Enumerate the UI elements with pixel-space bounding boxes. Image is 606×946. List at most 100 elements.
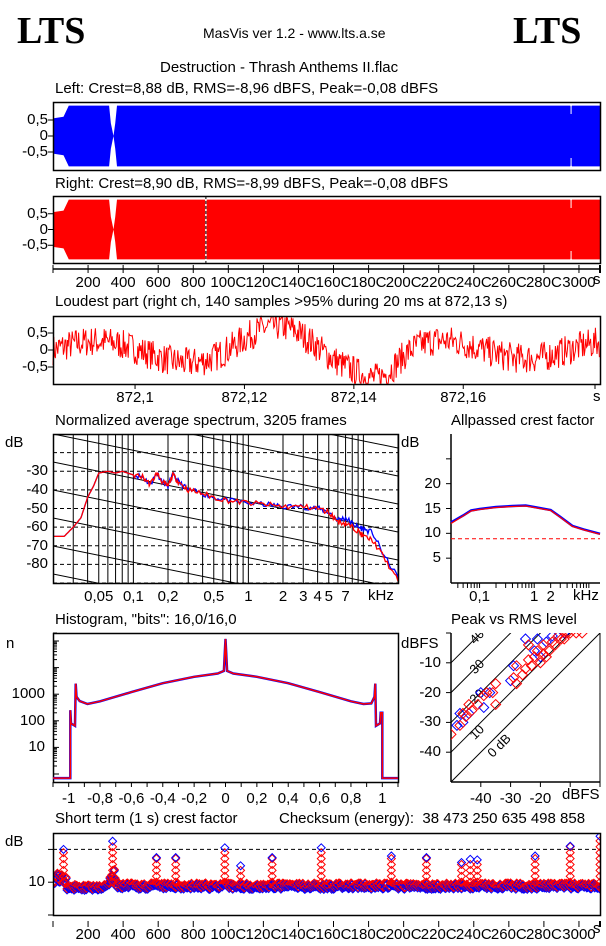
shortterm-xtick-label: 100C xyxy=(210,926,247,943)
short-term-xunit: s xyxy=(593,920,601,937)
spectrum-slope-line xyxy=(53,434,398,505)
shortterm-spike-right xyxy=(316,859,326,870)
shortterm-spike-right xyxy=(235,877,246,887)
shortterm-ytick-label: 10 xyxy=(28,873,45,891)
shortterm-spike-left xyxy=(151,852,162,863)
peakrms-point-right xyxy=(510,678,523,690)
shortterm-xtick-label: 400 xyxy=(110,926,136,943)
shortterm-point-right xyxy=(595,883,600,893)
left-waveform-frame xyxy=(52,101,602,172)
histogram-ytick-label: 100 xyxy=(19,711,45,729)
spectrum-ytick-label: -70 xyxy=(26,536,48,554)
right-waveform-xtick-label: 120C xyxy=(245,274,282,291)
shortterm-spike-left xyxy=(267,852,277,863)
spectrum-xtick-label: 5 xyxy=(324,588,333,605)
shortterm-spike-right xyxy=(386,871,397,881)
shortterm-spike-right xyxy=(595,853,600,864)
shortterm-xtick-label: 3000 xyxy=(562,926,596,943)
peakrms-point-right xyxy=(507,672,520,684)
peakrms-point-right xyxy=(531,645,544,657)
peakrms-point-right xyxy=(537,639,550,651)
shortterm-spike-left xyxy=(465,854,475,864)
histogram-xtick-label: 0,4 xyxy=(277,790,299,807)
spectrum-slope-line xyxy=(53,545,238,583)
peakrms-point-right xyxy=(555,633,567,645)
peakrms-point-right xyxy=(460,710,472,723)
peakrms-point-left xyxy=(546,633,558,642)
shortterm-xtick-label: 140C xyxy=(280,926,317,943)
right-waveform-xtick-label: 140C xyxy=(280,274,317,291)
shortterm-spike-right xyxy=(595,877,600,887)
shortterm-spike-left xyxy=(171,852,181,863)
shortterm-spike-right xyxy=(151,877,162,887)
histogram-xtick-label: -0,4 xyxy=(149,790,176,807)
shortterm-spike-right xyxy=(151,871,162,881)
right-waveform-xtick-label: 3000 xyxy=(562,274,596,291)
shortterm-spike-right xyxy=(565,865,575,876)
shortterm-spike-right xyxy=(472,877,482,887)
shortterm-spike-right xyxy=(267,859,277,870)
shortterm-spike-right xyxy=(386,865,397,876)
peakrms-diagonal-label: 10 xyxy=(466,722,487,743)
shortterm-spike-right xyxy=(220,848,230,858)
peakrms-point-right xyxy=(558,633,570,645)
shortterm-spike-right xyxy=(421,853,432,864)
peakrms-point-right xyxy=(561,633,573,639)
crest-ytick-label: 5 xyxy=(432,549,441,567)
loudest-part-frame xyxy=(52,315,602,386)
shortterm-spike-right xyxy=(386,877,397,887)
peakrms-point-left xyxy=(504,675,517,687)
short-term-crest-title: Short term (1 s) crest factor xyxy=(55,810,238,827)
peakrms-point-right xyxy=(472,698,484,711)
histogram-xtick-label: -0,8 xyxy=(87,790,113,807)
peakrms-point-left xyxy=(558,633,570,639)
peakrms-point-right xyxy=(540,651,553,663)
peakrms-point-right xyxy=(537,648,550,660)
histogram-title: Histogram, "bits": 16,0/16,0 xyxy=(55,611,237,628)
shortterm-spike-right xyxy=(465,877,475,887)
loudest-part-signal xyxy=(52,314,600,384)
histogram-series-right xyxy=(53,638,398,779)
shortterm-spike-right xyxy=(220,865,230,876)
peakrms-point-right xyxy=(516,669,529,681)
shortterm-spike-left xyxy=(595,833,600,841)
peakrms-point-right xyxy=(570,633,582,639)
peakrms-point-left xyxy=(528,645,541,657)
loudest-xtick-label: 872,16 xyxy=(440,389,487,406)
peakrms-point-left xyxy=(507,660,520,672)
peakrms-point-right xyxy=(454,719,466,732)
histogram-ytick-label: 1000 xyxy=(11,685,45,703)
shortterm-spike-right xyxy=(316,853,326,864)
peakrms-point-left xyxy=(451,719,463,732)
shortterm-plot xyxy=(53,833,600,895)
peakrms-xtick-label: -40 xyxy=(469,790,492,807)
loudest-xunit: s xyxy=(593,388,601,405)
right-waveform-xtick-label: 240C xyxy=(455,274,492,291)
loudest-ytick-label: 0 xyxy=(39,341,48,358)
shortterm-spike-right xyxy=(565,877,575,887)
shortterm-spike-right xyxy=(595,865,600,876)
spectrum-ytick-label: -80 xyxy=(26,555,48,573)
histogram-ylabel: n xyxy=(6,635,15,652)
peakrms-point-right xyxy=(451,728,457,740)
shortterm-spike-right xyxy=(595,842,600,852)
spectrum-xtick-label: 7 xyxy=(341,588,350,605)
shortterm-spike-right xyxy=(267,871,277,881)
peakrms-point-right xyxy=(534,657,547,669)
spectrum-slope-line xyxy=(53,266,398,336)
short-term-ylabel: dB xyxy=(5,833,24,850)
shortterm-spike-right xyxy=(421,859,432,870)
shortterm-frame xyxy=(52,832,602,917)
peakrms-diagonal xyxy=(451,633,542,723)
crest-series-right xyxy=(450,505,601,535)
checksum-label: Checksum (energy): 38 473 250 635 498 85… xyxy=(279,810,585,827)
shortterm-spike-right xyxy=(386,853,397,864)
shortterm-spike-left xyxy=(235,861,246,871)
spectrum-ytick-label: -40 xyxy=(26,480,48,498)
shortterm-point-left xyxy=(595,884,600,894)
histogram-xtick-label: 0 xyxy=(221,790,230,807)
shortterm-xtick-label: 600 xyxy=(145,926,171,943)
peakrms-xtick-label: -30 xyxy=(499,790,522,807)
right-waveform-xtick-label: 220C xyxy=(420,274,457,291)
